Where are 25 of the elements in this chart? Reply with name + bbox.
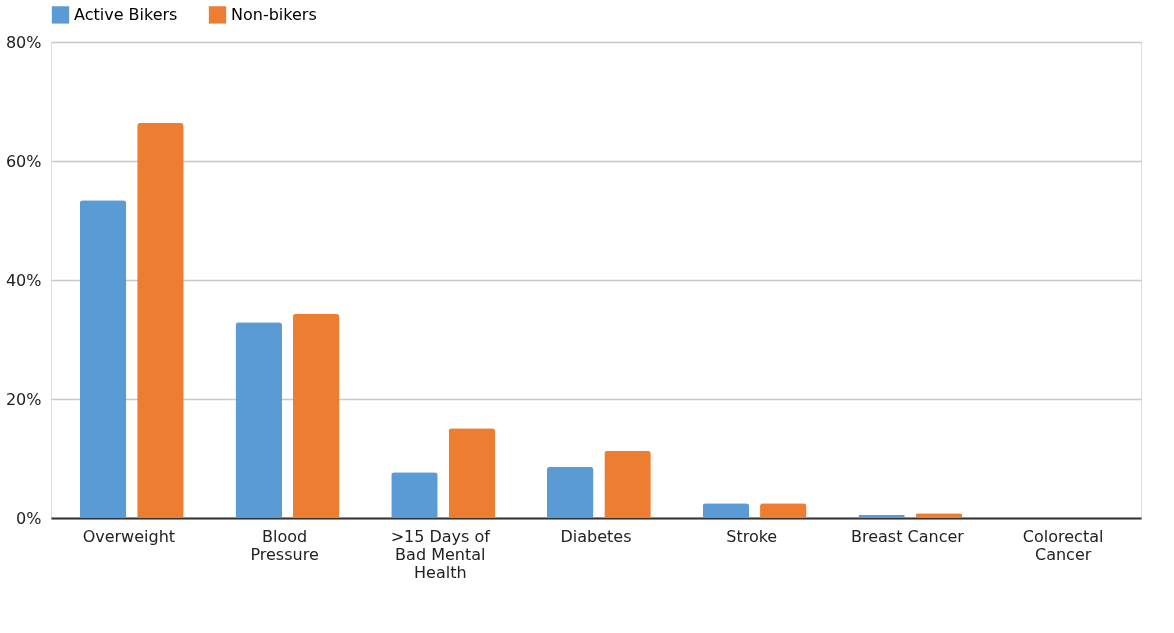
y-tick-label: 40%: [5, 270, 42, 290]
bar: [448, 428, 496, 518]
x-tick-label: Overweight: [82, 526, 176, 546]
bar: [546, 466, 594, 518]
bar: [760, 503, 807, 518]
bar: [858, 515, 905, 518]
y-tick-label: 20%: [5, 389, 42, 409]
bar: [604, 450, 651, 518]
bar: [79, 200, 127, 518]
y-tick-label: 0%: [16, 508, 42, 528]
x-tick-label: Diabetes: [560, 526, 632, 546]
bar: [137, 122, 184, 518]
y-tick-label: 60%: [5, 151, 42, 171]
legend-label: Non-bikers: [231, 4, 317, 24]
bar: [391, 472, 438, 518]
x-tick-label: >15 Days of Bad Mental Health: [390, 526, 491, 582]
x-tick-label: Blood Pressure: [250, 526, 319, 564]
y-tick-label: 80%: [5, 32, 42, 52]
bar: [235, 322, 282, 518]
x-tick-label: Stroke: [726, 526, 778, 546]
bar: [292, 313, 340, 518]
legend-label: Active Bikers: [74, 4, 178, 24]
x-tick-label: Breast Cancer: [850, 526, 965, 546]
bar: [702, 503, 750, 518]
x-tick-label: Colorectal Cancer: [1022, 526, 1104, 564]
